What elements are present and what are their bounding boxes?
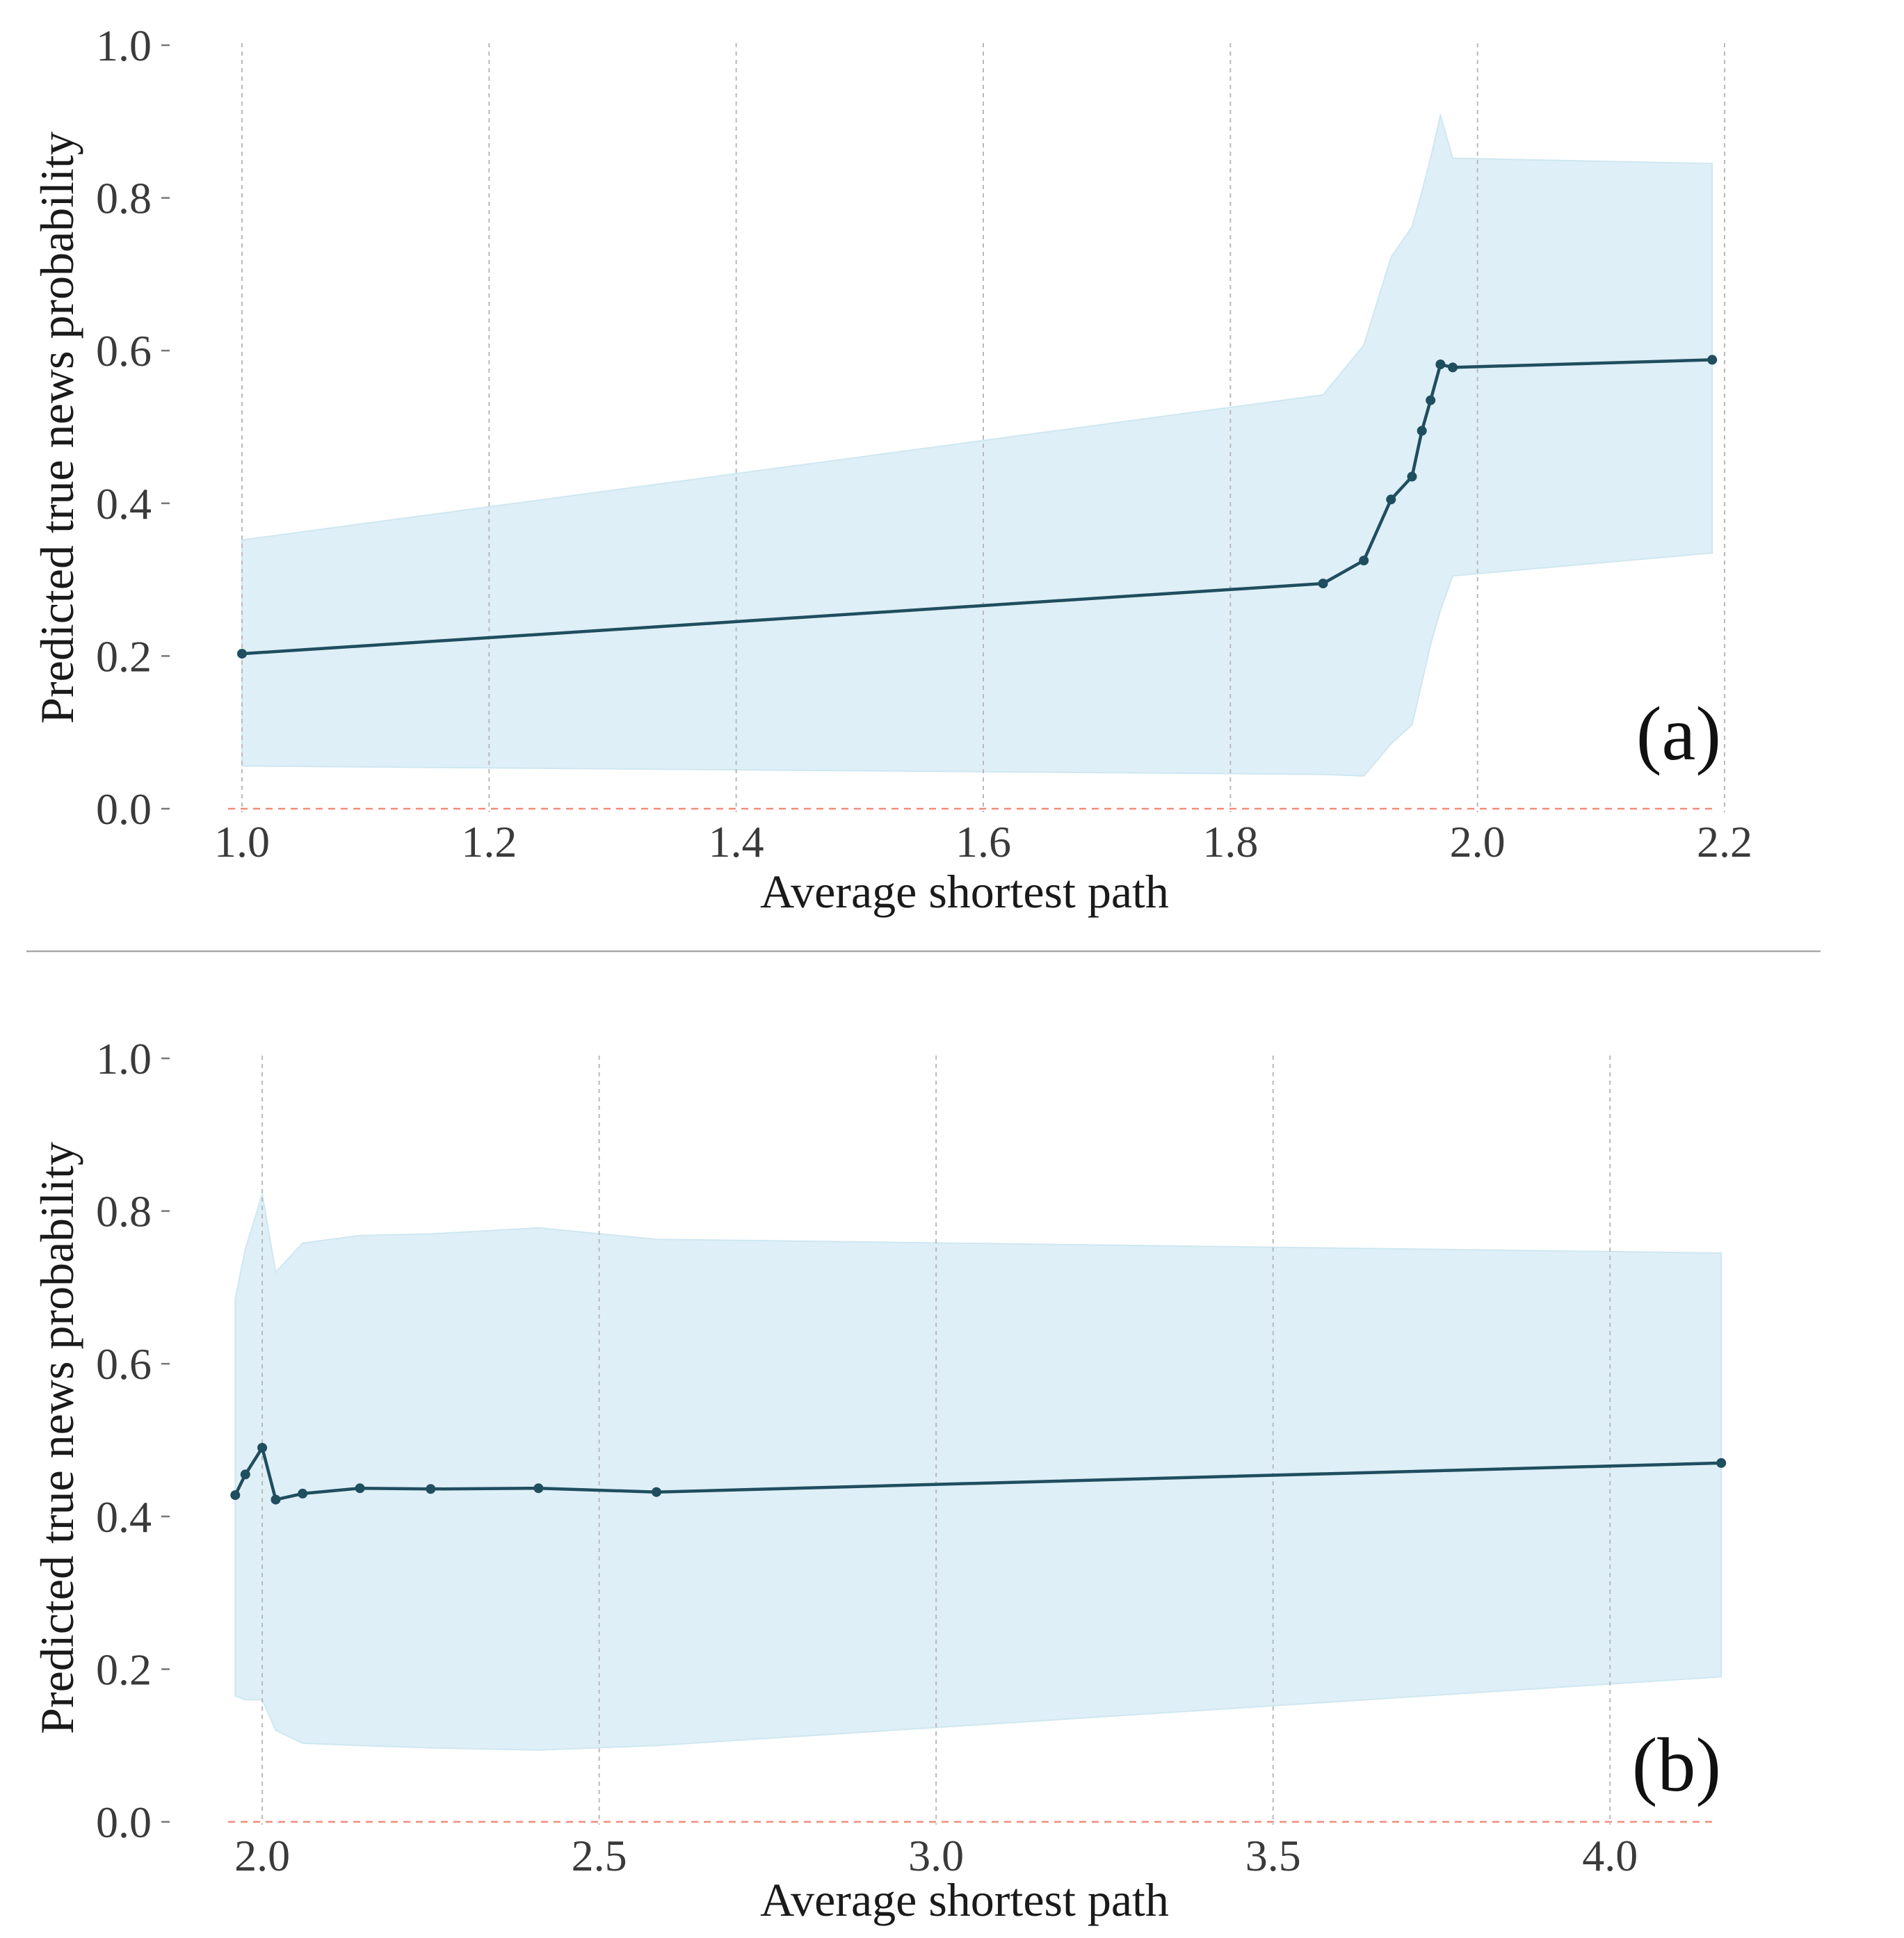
x-axis-title-b: Average shortest path <box>760 1873 1169 1926</box>
data-point-a-3 <box>1386 494 1396 505</box>
y-tick-label-b-1: 0.2 <box>96 1645 152 1694</box>
y-tick-label-a-5: 1.0 <box>96 21 152 70</box>
data-point-b-0 <box>230 1490 241 1501</box>
data-point-b-1 <box>240 1469 250 1480</box>
data-point-b-5 <box>355 1483 365 1494</box>
data-point-b-4 <box>298 1488 308 1499</box>
x-tick-label-a-3: 1.6 <box>955 817 1011 866</box>
panel-a-chart: (a) Average shortest path Predicted true… <box>31 21 1752 918</box>
x-tick-label-a-5: 2.0 <box>1450 817 1506 866</box>
data-point-a-5 <box>1417 426 1427 436</box>
x-tick-label-b-2: 3.0 <box>908 1831 964 1880</box>
panel-label-b: (b) <box>1632 1722 1721 1807</box>
confidence-band-a <box>241 113 1713 777</box>
prediction-line-b <box>234 1446 1722 1501</box>
x-tick-label-b-4: 4.0 <box>1582 1831 1638 1880</box>
y-tick-label-b-4: 0.8 <box>96 1187 152 1236</box>
data-point-a-6 <box>1426 395 1436 405</box>
data-point-b-2 <box>257 1443 268 1453</box>
x-tick-label-b-3: 3.5 <box>1245 1831 1301 1880</box>
panel-b-chart: (b) Average shortest path Predicted true… <box>31 1034 1727 1926</box>
y-axis-title-b: Predicted true news probability <box>31 1142 83 1734</box>
data-point-a-9 <box>1707 355 1718 365</box>
y-tick-label-b-3: 0.6 <box>96 1339 152 1389</box>
panel-label-a: (a) <box>1636 691 1721 776</box>
y-tick-label-a-1: 0.2 <box>96 631 152 681</box>
data-point-b-8 <box>652 1487 661 1497</box>
y-tick-label-b-2: 0.4 <box>96 1492 152 1542</box>
data-point-a-1 <box>1318 579 1328 589</box>
data-point-b-9 <box>1716 1457 1727 1468</box>
y-tick-label-a-4: 0.8 <box>96 174 152 223</box>
x-tick-label-b-1: 2.5 <box>572 1831 627 1880</box>
y-tick-label-a-0: 0.0 <box>96 784 152 834</box>
x-tick-label-b-0: 2.0 <box>234 1831 290 1880</box>
data-point-b-6 <box>426 1484 436 1494</box>
data-point-a-2 <box>1359 556 1369 566</box>
data-point-b-7 <box>533 1483 544 1494</box>
x-axis-title-a: Average shortest path <box>760 865 1169 918</box>
x-tick-label-a-1: 1.2 <box>461 817 517 866</box>
y-tick-label-b-5: 1.0 <box>96 1034 152 1083</box>
data-point-b-3 <box>271 1494 281 1505</box>
confidence-band-b <box>234 1194 1723 1751</box>
data-point-a-4 <box>1407 471 1417 482</box>
x-tick-label-a-4: 1.8 <box>1202 817 1258 866</box>
y-tick-label-a-3: 0.6 <box>96 326 152 376</box>
y-tick-label-a-2: 0.4 <box>96 479 152 528</box>
x-tick-label-a-6: 2.2 <box>1697 817 1752 866</box>
data-point-a-0 <box>237 649 247 659</box>
data-point-a-7 <box>1435 360 1446 369</box>
y-tick-label-b-0: 0.0 <box>96 1798 152 1847</box>
data-point-a-8 <box>1448 362 1458 373</box>
x-tick-label-a-0: 1.0 <box>214 817 270 866</box>
prediction-line-a <box>241 358 1713 656</box>
x-tick-label-a-2: 1.4 <box>709 817 764 866</box>
y-axis-title-a: Predicted true news probability <box>31 131 83 724</box>
